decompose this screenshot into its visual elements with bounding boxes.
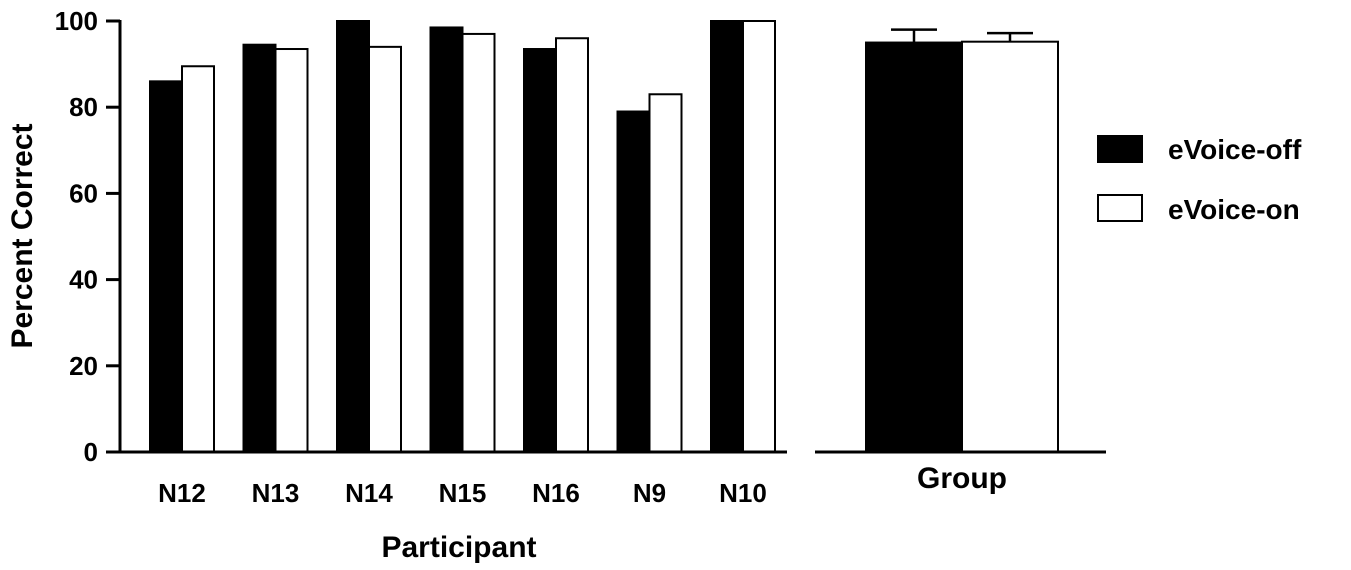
bar-n13-evoice-on: [274, 48, 309, 453]
x-tick-label: N16: [532, 478, 580, 508]
bar-group-evoice-on: [961, 40, 1059, 454]
bar-n16-evoice-on: [555, 37, 589, 454]
legend-label-evoice-on: eVoice-on: [1168, 194, 1300, 225]
x-axis: N12 N13 N14 N15 N16 N9 N10: [120, 450, 787, 508]
participant-bars: [149, 20, 776, 454]
y-axis-title: Percent Correct: [6, 123, 39, 348]
x-tick-label: N13: [252, 478, 300, 508]
y-axis: 0 20 40 60 80 100: [55, 6, 122, 467]
legend-swatch-evoice-on: [1097, 194, 1143, 222]
x-tick-label: N10: [719, 478, 767, 508]
bar-n9-evoice-on: [648, 93, 683, 454]
bar-group-evoice-off: [865, 41, 963, 454]
y-tick-label: 80: [69, 92, 98, 122]
bar-n10-evoice-off: [710, 20, 744, 453]
x-tick-label: N14: [345, 478, 393, 508]
group-bars: Group: [815, 28, 1106, 495]
bar-n13-evoice-off: [242, 43, 277, 454]
bar-n12-evoice-off: [149, 80, 183, 453]
y-tick-label: 40: [69, 265, 98, 295]
y-tick-label: 60: [69, 178, 98, 208]
bar-n10-evoice-on: [742, 20, 776, 453]
legend-label-evoice-off: eVoice-off: [1168, 134, 1302, 165]
y-tick-label: 0: [84, 437, 98, 467]
bar-n9-evoice-off: [616, 110, 651, 453]
bar-n15-evoice-on: [461, 32, 496, 454]
x-axis-title: Participant: [381, 531, 536, 564]
group-category-label: Group: [917, 462, 1007, 495]
x-tick-label: N12: [158, 478, 206, 508]
bar-n16-evoice-off: [523, 48, 557, 453]
bar-n15-evoice-off: [429, 26, 464, 454]
y-tick-label: 20: [69, 351, 98, 381]
legend: eVoice-off eVoice-on: [1097, 134, 1302, 225]
x-tick-label: N9: [633, 478, 666, 508]
legend-swatch-evoice-off: [1097, 135, 1143, 163]
bar-n12-evoice-on: [181, 65, 215, 453]
x-tick-label: N15: [439, 478, 487, 508]
y-tick-label: 100: [55, 6, 98, 36]
bar-n14-evoice-on: [368, 45, 402, 454]
bar-n14-evoice-off: [336, 20, 370, 453]
